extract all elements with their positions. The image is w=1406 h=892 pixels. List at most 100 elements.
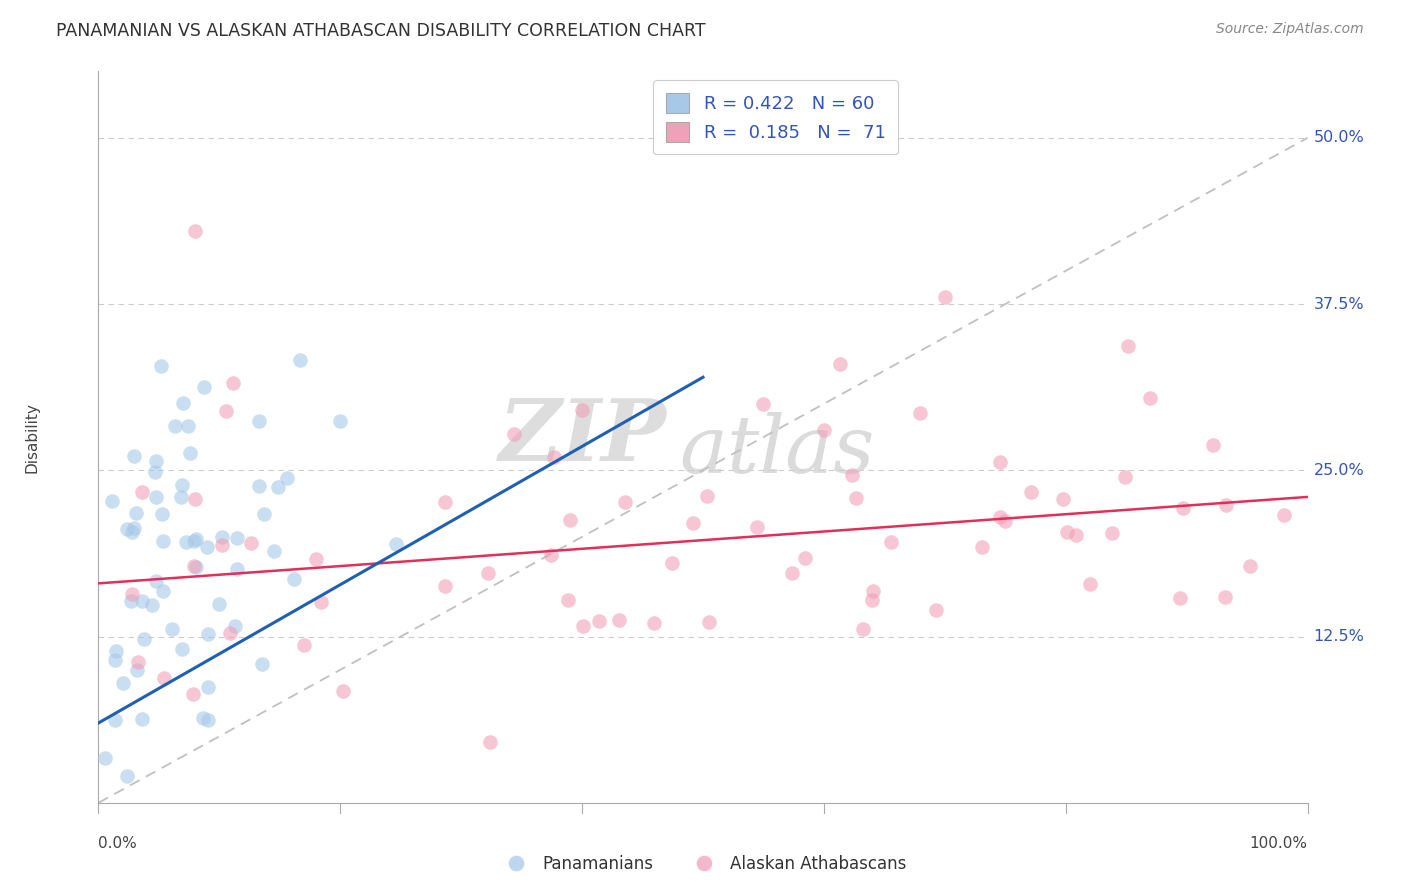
Point	[1272, 508, 1295, 523]
Point	[94, 751, 117, 765]
Point	[1078, 577, 1101, 591]
Point	[503, 426, 526, 441]
Point	[127, 655, 149, 669]
Point	[557, 592, 579, 607]
Point	[745, 519, 768, 533]
Point	[880, 535, 903, 549]
Point	[211, 538, 233, 552]
Point	[793, 551, 815, 566]
Point	[250, 657, 273, 671]
Point	[1064, 527, 1087, 541]
Point	[860, 593, 883, 607]
Point	[841, 468, 863, 483]
Point	[988, 510, 1011, 524]
Point	[141, 599, 163, 613]
Point	[682, 516, 704, 530]
Point	[121, 587, 143, 601]
Point	[607, 613, 630, 627]
Point	[150, 359, 173, 373]
Point	[862, 583, 884, 598]
Point	[830, 357, 852, 371]
Point	[643, 615, 665, 630]
Point	[994, 514, 1017, 528]
Point	[226, 562, 249, 576]
Point	[560, 513, 582, 527]
Text: PANAMANIAN VS ALASKAN ATHABASCAN DISABILITY CORRELATION CHART: PANAMANIAN VS ALASKAN ATHABASCAN DISABIL…	[56, 22, 706, 40]
Point	[239, 535, 262, 549]
Point	[104, 713, 127, 727]
Point	[925, 603, 948, 617]
Text: 37.5%: 37.5%	[1313, 297, 1364, 311]
Point	[433, 495, 456, 509]
Point	[193, 379, 215, 393]
Legend: Panamanians, Alaskan Athabascans: Panamanians, Alaskan Athabascans	[492, 848, 914, 880]
Text: Disability: Disability	[24, 401, 39, 473]
Point	[120, 593, 142, 607]
Point	[970, 540, 993, 554]
Point	[215, 404, 238, 418]
Point	[211, 530, 233, 544]
Point	[1101, 526, 1123, 541]
Point	[1215, 498, 1237, 512]
Point	[104, 653, 127, 667]
Point	[152, 533, 174, 548]
Point	[181, 687, 204, 701]
Point	[1019, 485, 1042, 500]
Point	[115, 522, 138, 536]
Point	[121, 525, 143, 540]
Point	[1056, 525, 1078, 540]
Point	[988, 454, 1011, 468]
Point	[132, 632, 155, 647]
Point	[852, 622, 875, 636]
Point	[249, 479, 271, 493]
Point	[222, 376, 245, 391]
Point	[433, 579, 456, 593]
Text: ZIP: ZIP	[499, 395, 666, 479]
Point	[172, 477, 194, 491]
Point	[224, 618, 246, 632]
Point	[145, 454, 167, 468]
Point	[288, 353, 311, 368]
Point	[613, 495, 636, 509]
Point	[124, 506, 146, 520]
Point	[197, 713, 219, 727]
Point	[195, 540, 218, 554]
Point	[100, 493, 122, 508]
Point	[131, 594, 153, 608]
Point	[1202, 437, 1225, 451]
Point	[163, 418, 186, 433]
Point	[813, 424, 835, 438]
Point	[131, 484, 153, 499]
Point	[571, 403, 593, 417]
Point	[332, 683, 354, 698]
Point	[477, 566, 499, 581]
Point	[172, 642, 194, 657]
Point	[782, 566, 804, 581]
Point	[697, 615, 720, 629]
Point	[253, 507, 276, 521]
Point	[152, 508, 174, 522]
Point	[1168, 591, 1191, 605]
Point	[478, 735, 501, 749]
Point	[305, 552, 328, 566]
Point	[1139, 391, 1161, 405]
Point	[117, 769, 139, 783]
Point	[145, 491, 167, 505]
Point	[543, 450, 565, 465]
Point	[1116, 339, 1139, 353]
Point	[588, 614, 610, 628]
Point	[179, 445, 201, 459]
Text: 25.0%: 25.0%	[1313, 463, 1364, 478]
Text: atlas: atlas	[679, 411, 875, 489]
Text: 50.0%: 50.0%	[1313, 130, 1364, 145]
Point	[176, 534, 198, 549]
Point	[169, 490, 191, 504]
Point	[283, 572, 305, 586]
Point	[329, 414, 352, 428]
Point	[197, 627, 219, 641]
Point	[540, 548, 562, 562]
Point	[104, 643, 127, 657]
Point	[247, 414, 270, 428]
Point	[207, 597, 229, 611]
Point	[176, 419, 198, 434]
